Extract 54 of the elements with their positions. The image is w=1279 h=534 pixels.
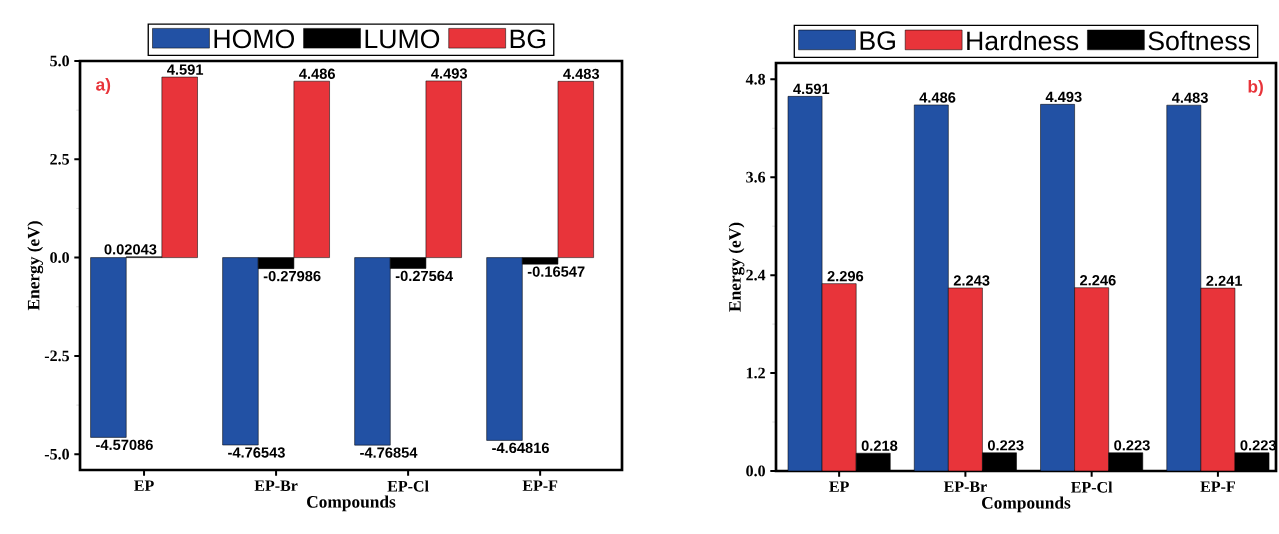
data-label: 2.296 [827,271,864,282]
data-label: 4.483 [563,68,600,80]
data-label: -0.27986 [263,270,321,282]
x-tick-label: EP-Cl [1071,481,1113,493]
data-label: 4.591 [167,64,204,75]
y-tick-label: 5.0 [50,55,69,67]
data-label: -4.64816 [492,442,549,454]
data-label: 0.223 [987,440,1024,451]
annotation: a) [96,77,111,95]
data-label: 2.246 [1080,275,1116,286]
data-label: 4.493 [1045,91,1082,103]
x-tick-label: EP-Br [943,481,987,492]
legend-label: Hardness [967,30,1079,51]
data-label: -0.16547 [527,266,585,277]
data-label: -4.76543 [228,447,285,458]
data-label: 0.218 [861,440,898,451]
legend-label: LUMO [365,29,440,49]
data-label: 0.223 [1114,440,1150,451]
y-tick-label: 4.8 [745,73,766,85]
y-tick-label: 0.0 [50,252,69,264]
y-axis-title: Energy (eV) [27,221,44,311]
y-tick-label: 3.6 [746,171,766,183]
data-label: -4.76854 [360,447,418,458]
data-label: 2.241 [1206,275,1243,286]
data-label: 4.483 [1171,92,1208,103]
y-axis-title: Energy (eV) [728,222,745,312]
data-label: -0.27564 [395,270,454,282]
x-tick-label: EP-Br [254,480,298,491]
y-tick-label: 2.4 [746,269,766,281]
data-label: 4.486 [919,92,956,103]
data-label: -4.57086 [96,439,153,451]
data-label: 0.223 [1240,440,1277,451]
data-label: 0.02043 [104,244,157,255]
y-tick-label: 2.5 [50,153,70,165]
legend-label: Softness [1148,30,1251,51]
data-label: 2.243 [953,275,990,286]
y-tick-label: -2.5 [44,350,70,362]
x-tick-label: EP-F [522,480,558,491]
data-label: 4.486 [299,68,336,79]
annotation: b) [1248,79,1263,97]
x-tick-label: EP-F [1200,481,1235,492]
data-label: 4.591 [793,83,830,95]
legend-label: BG [860,31,895,50]
y-tick-label: 1.2 [746,367,765,379]
x-tick-label: EP [134,480,154,491]
data-label: 4.493 [431,68,468,79]
x-tick-label: EP [829,481,849,492]
x-axis-title: Compounds [982,496,1071,513]
y-tick-label: -5.0 [44,448,69,460]
y-tick-label: 0.0 [746,465,765,477]
legend-label: HOMO [214,29,295,49]
legend-label: BG [510,29,546,49]
x-axis-title: Compounds [307,495,396,512]
x-tick-label: EP-Cl [387,480,429,492]
